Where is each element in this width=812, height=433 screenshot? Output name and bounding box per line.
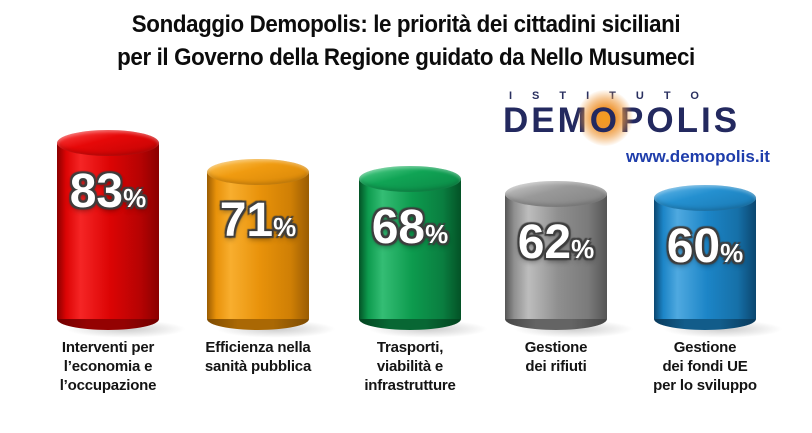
- bar-cylinder: 83%: [57, 130, 159, 330]
- percent-sign: %: [571, 234, 595, 264]
- bar-cylinder: 62%: [505, 181, 607, 330]
- percent-sign: %: [720, 238, 744, 268]
- category-line: l’economia e: [63, 358, 153, 376]
- cylinder-cap: [505, 181, 607, 207]
- bar-value: 68: [371, 201, 426, 254]
- logo-website-text: www.demopolis.it: [626, 147, 770, 166]
- bar-column-economia: 83% Interventi per l’economia e l’occupa…: [28, 0, 188, 433]
- bar-category-label: Interventi per l’economia e l’occupazion…: [22, 338, 194, 395]
- cylinder-body: [57, 143, 159, 319]
- category-line: infrastrutture: [364, 377, 456, 395]
- percent-sign: %: [123, 183, 147, 213]
- category-line: dei fondi UE: [662, 358, 748, 376]
- logo-orange-glow-o: O: [589, 101, 621, 140]
- bar-value: 62: [517, 216, 572, 269]
- logo-text-post: POLIS: [620, 101, 741, 140]
- bar-column-trasporti: 68% Trasporti, viabilità e infrastruttur…: [330, 0, 490, 433]
- cylinder-body: [207, 172, 309, 319]
- cylinder-cap: [57, 130, 159, 156]
- category-line: Interventi per: [61, 339, 155, 356]
- cylinder-cap: [654, 185, 756, 211]
- bar-cylinder: 71%: [207, 159, 309, 330]
- cylinder-body: [654, 198, 756, 319]
- cylinder-cap: [359, 166, 461, 192]
- category-line: Gestione: [524, 339, 588, 356]
- category-line: sanità pubblica: [204, 358, 312, 376]
- category-line: l’occupazione: [59, 377, 157, 395]
- category-line: Gestione: [673, 339, 737, 356]
- bar-cylinder: 60%: [654, 185, 756, 330]
- bar-value: 83: [69, 165, 124, 218]
- demopolis-logo: ISTITUTO DEMOPOLIS www.demopolis.it: [503, 90, 798, 167]
- cylinder-body: [505, 194, 607, 319]
- bar-value-label: 83%: [57, 164, 159, 219]
- bar-value-label: 62%: [505, 215, 607, 270]
- logo-text-pre: DEM: [503, 101, 590, 140]
- bar-category-label: Gestione dei rifiuti: [470, 338, 642, 376]
- chart-title: Sondaggio Demopolis: le priorità dei cit…: [0, 8, 812, 74]
- bar-category-label: Trasporti, viabilità e infrastrutture: [324, 338, 496, 395]
- bar-value-label: 60%: [654, 219, 756, 274]
- chart-title-line2: per il Governo della Regione guidato da …: [117, 44, 695, 72]
- percent-sign: %: [273, 212, 297, 242]
- chart-title-line1: Sondaggio Demopolis: le priorità dei cit…: [131, 11, 681, 38]
- category-line: dei rifiuti: [525, 358, 587, 376]
- bar-value-label: 68%: [359, 200, 461, 255]
- bar-cylinder: 68%: [359, 166, 461, 330]
- category-line: per lo sviluppo: [653, 377, 757, 395]
- category-line: viabilità e: [376, 358, 444, 376]
- logo-wordmark: DEMOPOLIS: [503, 103, 798, 138]
- category-line: Efficienza nella: [205, 339, 311, 356]
- bar-column-fondi-ue: 60% Gestione dei fondi UE per lo svilupp…: [625, 0, 785, 433]
- bar-value: 60: [666, 220, 721, 273]
- bar-category-label: Efficienza nella sanità pubblica: [172, 338, 344, 376]
- bar-column-sanita: 71% Efficienza nella sanità pubblica: [178, 0, 338, 433]
- bar-column-rifiuti: 62% Gestione dei rifiuti: [476, 0, 636, 433]
- bar-value: 71: [219, 194, 274, 247]
- bar-value-label: 71%: [207, 193, 309, 248]
- cylinder-cap: [207, 159, 309, 185]
- percent-sign: %: [425, 219, 449, 249]
- cylinder-body: [359, 179, 461, 319]
- bar-category-label: Gestione dei fondi UE per lo sviluppo: [619, 338, 791, 395]
- category-line: Trasporti,: [376, 339, 444, 356]
